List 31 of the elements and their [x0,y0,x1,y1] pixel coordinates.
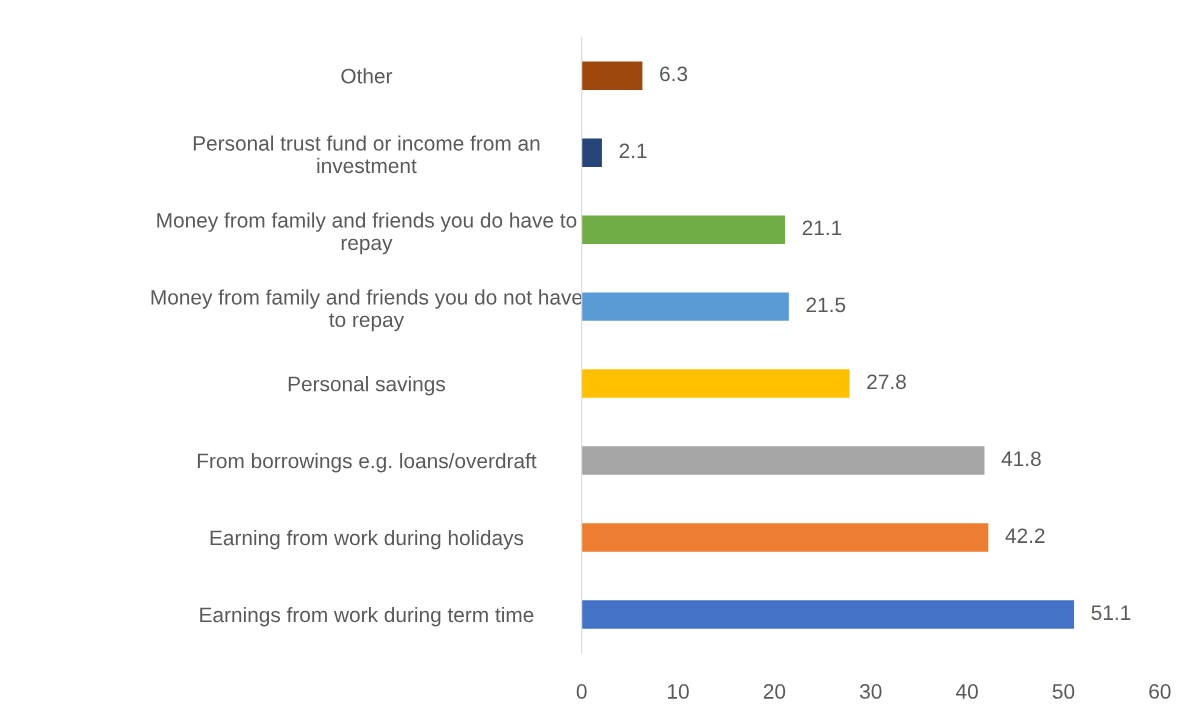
y-tick-label: Money from family and friends you do have to repay [157,212,577,255]
data-label: 27.8 [867,374,906,390]
bar [581,446,985,475]
bar [581,215,785,244]
y-tick-label: Earning from work during holidays [210,529,524,550]
x-tick-label: 50 [1052,684,1075,699]
data-label: 51.1 [1091,605,1131,621]
data-label: 6.3 [660,66,688,82]
y-tick-label: Personal trust fund or income from an investment [193,135,540,174]
data-label: 21.5 [806,297,846,313]
y-tick-label: Other [341,68,393,84]
x-tick-label: 30 [859,684,882,699]
y-tick-label: Money from family and friends you do not have to repay [151,289,583,332]
data-label: 42.2 [1005,528,1045,543]
y-tick-label: Personal savings [288,376,445,396]
bar [581,61,643,90]
bar [581,523,989,552]
x-tick-label: 0 [576,684,587,699]
x-tick-label: 40 [956,684,978,699]
data-label: 2.1 [619,143,647,159]
data-label: 41.8 [1001,451,1041,467]
y-tick-label: Earnings from work during term time [200,606,534,627]
y-tick-label: From borrowings e.g. loans/overdraft [197,453,537,473]
bar [581,292,789,321]
bar [581,600,1075,629]
data-label: 21.1 [802,220,842,236]
x-tick-label: 10 [668,684,689,699]
bar [581,138,602,167]
bar [581,369,850,398]
x-tick-label: 60 [1149,684,1171,699]
x-tick-label: 20 [763,684,786,699]
